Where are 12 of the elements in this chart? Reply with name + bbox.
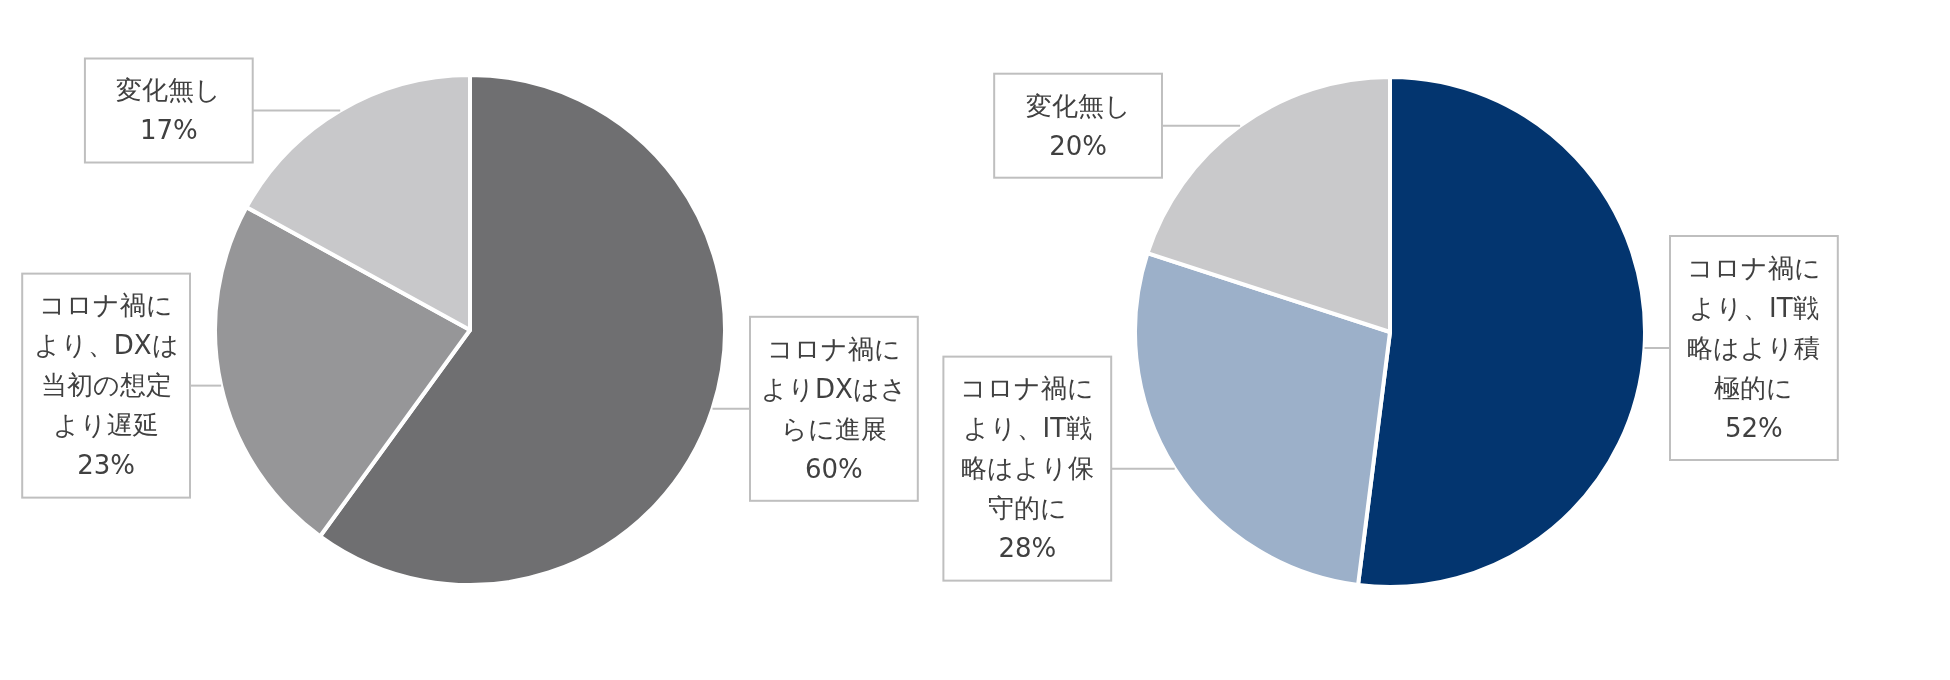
slice-label: 変化無し (1025, 90, 1131, 121)
data-label: 17% (139, 115, 198, 146)
slice-label: コロナ禍により、IT戦略はより積極的に (1686, 252, 1821, 403)
slice-label: コロナ禍によりDXはさらに進展 (760, 333, 907, 444)
data-label: 20% (1049, 130, 1107, 161)
data-label: 28% (998, 533, 1057, 564)
slice-label: コロナ禍により、IT戦略はより保守的に (960, 373, 1095, 524)
slice-label: コロナ禍により、DXは当初の想定より遅延 (33, 290, 179, 441)
data-label: 60% (805, 453, 863, 484)
data-label: 23% (77, 450, 135, 481)
slice-label: 変化無し (116, 75, 222, 106)
data-label: 52% (1725, 412, 1783, 443)
